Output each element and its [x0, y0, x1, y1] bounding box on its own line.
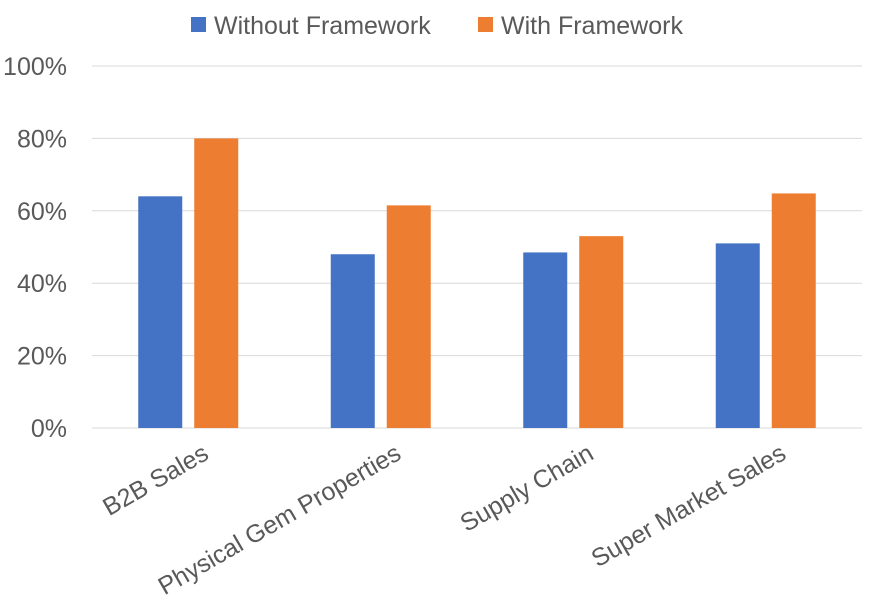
legend-with-framework: With Framework	[478, 12, 683, 40]
x-category-label: Supply Chain	[455, 439, 598, 538]
legend-swatch	[478, 17, 493, 32]
bar-without-framework	[138, 196, 183, 428]
y-tick-label: 40%	[17, 270, 67, 298]
bar-with-framework	[386, 205, 431, 428]
bars	[138, 138, 816, 428]
legend-swatch	[191, 17, 206, 32]
bar-without-framework	[523, 252, 568, 428]
y-tick-label: 80%	[17, 125, 67, 153]
y-tick-label: 0%	[31, 415, 67, 443]
y-tick-label: 100%	[3, 53, 67, 81]
y-tick-label: 20%	[17, 343, 67, 371]
bar-without-framework	[715, 243, 760, 428]
bar-with-framework	[579, 236, 624, 428]
x-category-label: B2B Sales	[98, 439, 213, 522]
legend-label: Without Framework	[214, 12, 431, 40]
legend: Without Framework With Framework	[191, 12, 683, 40]
y-axis-ticks: 0% 20% 40% 60% 80% 100%	[3, 53, 67, 443]
bar-with-framework	[194, 138, 239, 428]
legend-without-framework: Without Framework	[191, 12, 431, 40]
legend-label: With Framework	[501, 12, 683, 40]
bar-with-framework	[771, 193, 816, 428]
y-tick-label: 60%	[17, 198, 67, 226]
x-category-label: Super Market Sales	[587, 439, 791, 573]
bar-without-framework	[330, 254, 375, 428]
